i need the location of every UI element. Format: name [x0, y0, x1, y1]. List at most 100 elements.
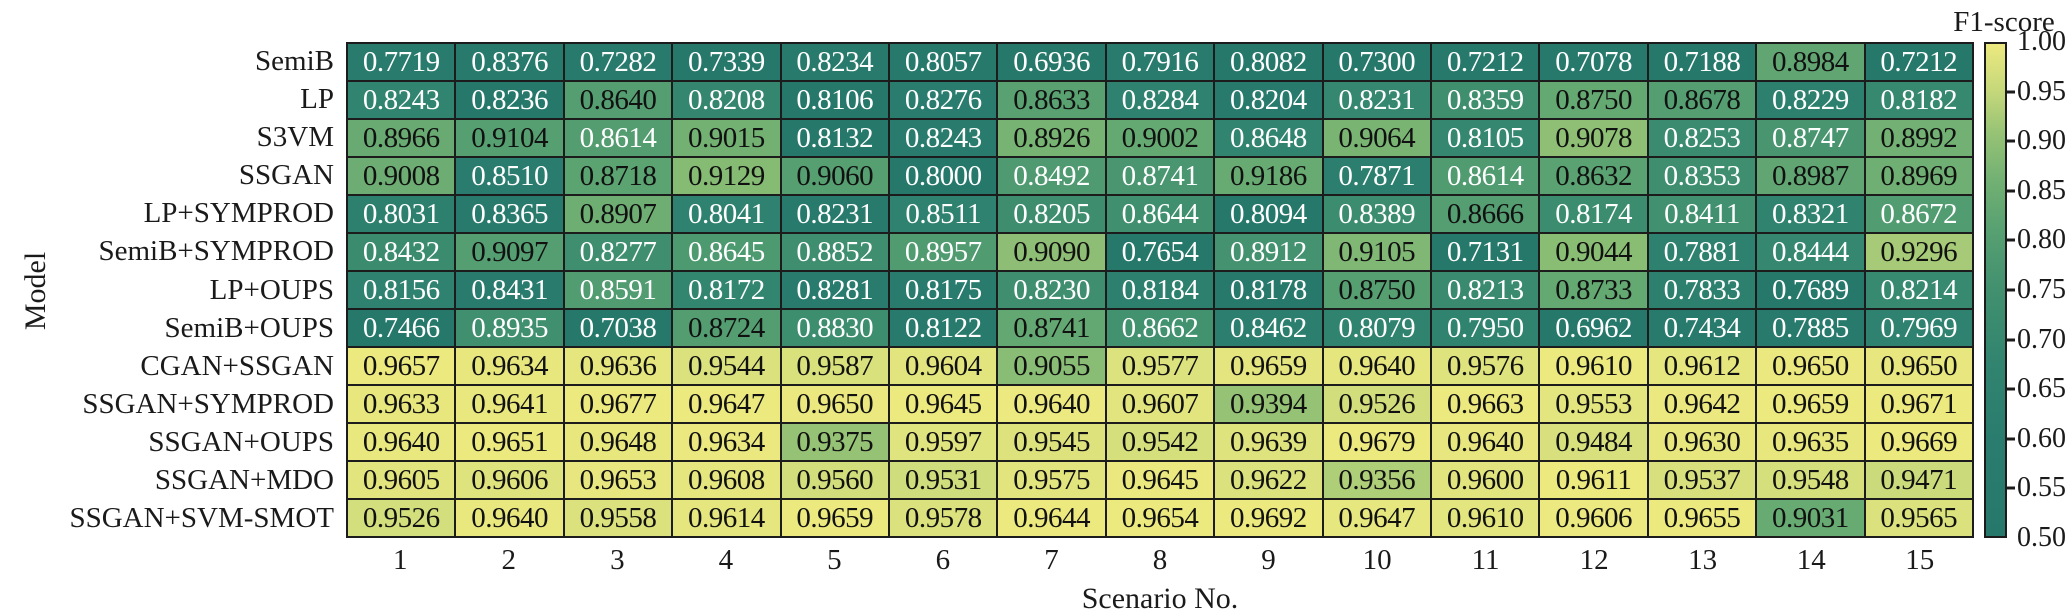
heatmap-cell: 0.9644 [998, 500, 1105, 536]
colorbar-tick-label: 0.80 [2017, 224, 2066, 256]
heatmap-cell: 0.8432 [348, 234, 455, 270]
heatmap-cell: 0.7871 [1323, 158, 1430, 194]
x-axis-tick-labels: 1 2 3 4 5 6 7 8 9 10 11 12 13 14 15 [346, 546, 1974, 575]
colorbar-axis: 1.00 0.95 0.90 0.85 0.80 0.75 0.70 0.65 0.60 0.55… [2007, 28, 2072, 552]
heatmap-cell: 0.9659 [1757, 386, 1864, 422]
heatmap-cell: 0.8907 [564, 196, 672, 232]
colorbar-tick-mark [2007, 288, 2015, 292]
colorbar-tick-mark [2007, 90, 2015, 94]
heatmap-cell: 0.8214 [1865, 272, 1972, 308]
heatmap-cell: 0.9606 [456, 462, 563, 498]
heatmap-cell: 0.8747 [1757, 120, 1864, 156]
colorbar-tick-label: 0.85 [2017, 174, 2066, 206]
heatmap-cell: 0.7434 [1648, 310, 1756, 346]
heatmap-cell: 0.9186 [1215, 158, 1322, 194]
heatmap-cell: 0.8912 [1215, 234, 1322, 270]
heatmap-cell: 0.9610 [1540, 348, 1647, 384]
heatmap-cell: 0.7300 [1323, 44, 1430, 80]
heatmap-cell: 0.8926 [998, 120, 1105, 156]
heatmap-cell: 0.9650 [781, 386, 888, 422]
heatmap-cell: 0.9105 [1323, 234, 1430, 270]
y-tick-label: SSGAN+SYMPROD [82, 387, 334, 420]
colorbar-tick-label: 1.00 [2017, 26, 2066, 57]
heatmap-cell: 0.8957 [890, 234, 997, 270]
colorbar-tick-label: 0.60 [2017, 422, 2066, 454]
heatmap-cell: 0.9635 [1757, 424, 1864, 460]
heatmap-cell: 0.7950 [1432, 310, 1539, 346]
heatmap-cell: 0.9600 [1432, 462, 1539, 498]
heatmap-cell: 0.9630 [1648, 424, 1756, 460]
heatmap-cell: 0.9663 [1432, 386, 1539, 422]
heatmap-cell: 0.8724 [673, 310, 780, 346]
heatmap-cell: 0.7833 [1648, 272, 1756, 308]
x-tick-label: 1 [393, 544, 408, 576]
x-tick-label: 14 [1796, 544, 1826, 576]
x-tick-label: 12 [1579, 544, 1609, 576]
heatmap-cell: 0.9553 [1540, 386, 1647, 422]
colorbar-tick-label: 0.90 [2017, 125, 2066, 157]
heatmap-cell: 0.9640 [998, 386, 1105, 422]
heatmap-cell: 0.8229 [1757, 82, 1864, 118]
heatmap-cell: 0.9548 [1757, 462, 1864, 498]
heatmap-cell: 0.8666 [1432, 196, 1539, 232]
heatmap-cell: 0.9055 [998, 348, 1105, 384]
heatmap-cell: 0.9642 [1648, 386, 1756, 422]
heatmap-cell: 0.8750 [1323, 272, 1430, 308]
heatmap-cell: 0.9097 [456, 234, 563, 270]
heatmap-cell: 0.9653 [564, 462, 672, 498]
heatmap-cell: 0.9641 [456, 386, 563, 422]
heatmap-cell: 0.9545 [998, 424, 1105, 460]
y-tick-label: CGAN+SSGAN [140, 349, 334, 382]
heatmap-cell: 0.8830 [781, 310, 888, 346]
heatmap-cell: 0.8935 [456, 310, 563, 346]
heatmap-cell: 0.8213 [1432, 272, 1539, 308]
heatmap-cell: 0.9671 [1865, 386, 1972, 422]
heatmap-cell: 0.8633 [998, 82, 1105, 118]
heatmap-cell: 0.7188 [1648, 44, 1756, 80]
heatmap-cell: 0.9090 [998, 234, 1105, 270]
heatmap-cell: 0.7881 [1648, 234, 1756, 270]
heatmap-cell: 0.8359 [1432, 82, 1539, 118]
heatmap-cell: 0.7339 [673, 44, 780, 80]
heatmap-cell: 0.9650 [1757, 348, 1864, 384]
x-tick-label: 13 [1688, 544, 1718, 576]
heatmap-cell: 0.8365 [456, 196, 563, 232]
heatmap-cell: 0.8094 [1215, 196, 1322, 232]
heatmap-cell: 0.9650 [1865, 348, 1972, 384]
y-tick-label: SemiB+SYMPROD [98, 235, 334, 268]
heatmap-cell: 0.8182 [1865, 82, 1972, 118]
heatmap-cell: 0.8614 [564, 120, 672, 156]
heatmap-cell: 0.8031 [348, 196, 455, 232]
heatmap-cell: 0.8411 [1648, 196, 1756, 232]
heatmap-cell: 0.8243 [890, 120, 997, 156]
heatmap-cell: 0.8852 [781, 234, 888, 270]
heatmap-cell: 0.9647 [673, 386, 780, 422]
heatmap-cell: 0.8000 [890, 158, 997, 194]
colorbar-tick-label: 0.75 [2017, 274, 2066, 305]
heatmap-cell: 0.8511 [890, 196, 997, 232]
heatmap-cell: 0.8234 [781, 44, 888, 80]
x-tick-label: 9 [1261, 544, 1276, 576]
x-tick-label: 5 [827, 544, 842, 576]
x-tick-label: 15 [1905, 544, 1935, 576]
y-tick-label: SemiB [255, 44, 334, 77]
heatmap-cell: 0.8678 [1648, 82, 1756, 118]
heatmap-cell: 0.9607 [1106, 386, 1214, 422]
colorbar-title: F1-score [1953, 6, 2055, 38]
heatmap-cell: 0.8253 [1648, 120, 1756, 156]
heatmap-cell: 0.7969 [1865, 310, 1972, 346]
heatmap-cell: 0.9604 [890, 348, 997, 384]
colorbar-tick-mark [2007, 387, 2015, 391]
heatmap-cell: 0.8284 [1106, 82, 1214, 118]
heatmap-cell: 0.8591 [564, 272, 672, 308]
colorbar-tick-mark [2007, 338, 2015, 342]
heatmap-cell: 0.9526 [1323, 386, 1430, 422]
heatmap-cell: 0.9576 [1432, 348, 1539, 384]
heatmap-cell: 0.8184 [1106, 272, 1214, 308]
heatmap-cell: 0.8672 [1865, 196, 1972, 232]
heatmap-cell: 0.9471 [1865, 462, 1972, 498]
colorbar-tick-mark [2007, 486, 2015, 490]
heatmap-cell: 0.9104 [456, 120, 563, 156]
heatmap-cell: 0.9692 [1215, 500, 1322, 536]
